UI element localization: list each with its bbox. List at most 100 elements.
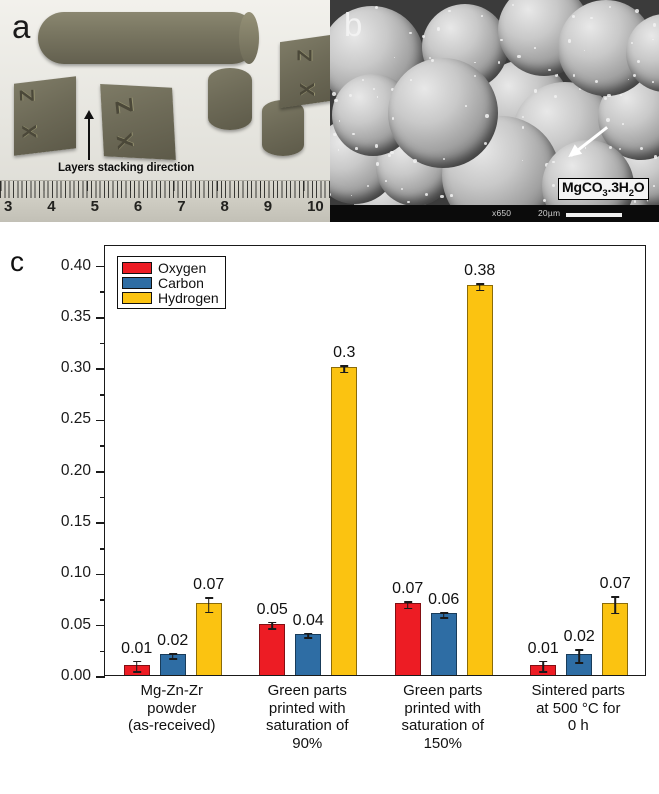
sample-mark-x-3: X [297, 82, 320, 97]
sem-surface-precipitate [584, 147, 587, 149]
panel-b-sem-micrograph: MgCO3.3H2O x650 20µm b [330, 0, 659, 222]
sem-surface-precipitate [355, 147, 358, 150]
y-axis-tick-label: 0.15 [60, 513, 91, 531]
ruler-number: 6 [133, 198, 143, 215]
x-axis-category-line: printed with [268, 699, 346, 717]
y-axis-minor-tick [100, 393, 105, 396]
sample-cube-3 [280, 33, 330, 109]
sample-cylinder-large [38, 12, 259, 64]
panel-b-letter: b [344, 6, 363, 43]
ruler-number: 8 [220, 198, 229, 215]
error-bar [539, 660, 547, 674]
legend-swatch-oxygen [122, 261, 152, 274]
sem-surface-precipitate [352, 132, 355, 135]
y-axis-minor-tick [100, 599, 105, 601]
sample-cube-1 [14, 76, 76, 156]
sem-surface-precipitate [607, 93, 611, 97]
y-axis-tick-label: 0.35 [60, 307, 91, 325]
sem-surface-precipitate [652, 81, 654, 84]
sem-surface-precipitate [500, 38, 504, 42]
sem-surface-precipitate [590, 16, 593, 20]
sem-surface-precipitate [572, 15, 576, 18]
x-axis-category-line: saturation of [265, 717, 349, 735]
bar-value-label: 0.07 [193, 575, 225, 593]
error-bar [133, 660, 140, 674]
ruler-number: 3 [4, 198, 13, 215]
x-axis-category-line: at 500 °C for [536, 699, 621, 717]
sem-surface-precipitate [632, 74, 637, 78]
y-axis-tick-label: 0.40 [60, 256, 91, 274]
plot-area: 0.01 0.02 0.07 0.05 0.04 0.3 0.07 0.06 0.38 0.01 0… [61, 245, 646, 684]
bar-value-label: 0.02 [563, 628, 595, 646]
bar-value-label: 0.05 [256, 600, 288, 618]
plot-inner: 0.01 0.02 0.07 0.05 0.04 0.3 0.07 0.06 0.38 0.01 0… [105, 246, 645, 675]
x-axis-category-label: Green parts printed with saturation of 90% [237, 682, 377, 752]
sem-surface-precipitate [635, 9, 640, 13]
legend-swatch-hydrogen [122, 291, 152, 304]
sem-surface-precipitate [393, 56, 396, 59]
sem-surface-precipitate [400, 188, 404, 191]
x-axis-category-line: printed with [404, 699, 482, 717]
legend-item-hydrogen[interactable]: Hydrogen [122, 290, 219, 305]
bar-value-label: 0.02 [157, 632, 189, 650]
sem-phase-label-text: MgCO [562, 179, 603, 195]
sem-surface-precipitate [391, 117, 395, 120]
sem-surface-precipitate [412, 159, 417, 163]
sem-particle [388, 58, 498, 168]
sem-surface-precipitate [330, 192, 332, 197]
bar-carbon [295, 633, 322, 675]
bar-value-label: 0.07 [599, 574, 631, 592]
panel-c-bar-chart: c Element content (wt.%) 0.010.020.070.0… [0, 222, 659, 794]
sem-surface-precipitate [652, 38, 655, 41]
bar-value-label: 0.07 [392, 580, 424, 598]
sem-surface-precipitate [622, 123, 625, 126]
sem-surface-precipitate [337, 149, 340, 151]
sem-background [330, 0, 659, 222]
bar-value-label: 0.01 [121, 639, 153, 657]
sem-surface-precipitate [572, 74, 575, 77]
sem-surface-precipitate [548, 68, 551, 72]
bar-oxygen [259, 623, 286, 675]
error-bar [611, 595, 619, 615]
sem-surface-precipitate [385, 180, 387, 183]
y-axis-tick-label: 0.05 [60, 615, 91, 633]
sem-surface-precipitate [448, 9, 452, 13]
sem-surface-precipitate [551, 183, 556, 187]
sem-surface-precipitate [619, 147, 622, 150]
bar-oxygen [394, 603, 421, 675]
error-bar [404, 601, 411, 610]
y-axis-tick [96, 522, 105, 524]
sem-surface-precipitate [373, 87, 376, 90]
bar-value-label: 0.04 [292, 611, 324, 629]
legend-label: Oxygen [158, 259, 207, 276]
sem-surface-precipitate [522, 116, 525, 118]
legend-item-oxygen[interactable]: Oxygen [122, 260, 219, 275]
y-axis-tick-label: 0.20 [60, 461, 91, 479]
y-axis-tick-label: 0.25 [60, 410, 91, 428]
ruler-number: 5 [90, 198, 99, 215]
y-axis-minor-tick [100, 496, 105, 499]
panel-c-letter: c [10, 246, 24, 277]
sample-mark-x-1: X [18, 124, 42, 139]
ruler-number: 10 [307, 198, 324, 215]
x-axis-category-line: Sintered parts [531, 682, 625, 699]
sem-surface-precipitate [594, 80, 598, 83]
legend-item-carbon[interactable]: Carbon [122, 275, 219, 290]
y-axis-minor-tick [100, 445, 105, 447]
sem-surface-precipitate [567, 39, 572, 43]
sem-surface-precipitate [619, 93, 623, 97]
sem-surface-precipitate [464, 104, 467, 107]
bar-value-label: 0.01 [527, 639, 559, 657]
sem-surface-precipitate [553, 94, 557, 99]
sample-mark-z-1: Z [16, 89, 39, 103]
sem-surface-precipitate [521, 159, 524, 162]
sem-surface-precipitate [653, 155, 657, 159]
y-axis-minor-tick [100, 650, 105, 653]
sem-surface-precipitate [481, 15, 483, 17]
legend-swatch-carbon [122, 276, 152, 289]
sem-surface-precipitate [436, 27, 441, 31]
sem-surface-precipitate [473, 75, 476, 78]
ruler-number: 4 [47, 198, 56, 215]
bar-value-label: 0.06 [428, 591, 460, 609]
